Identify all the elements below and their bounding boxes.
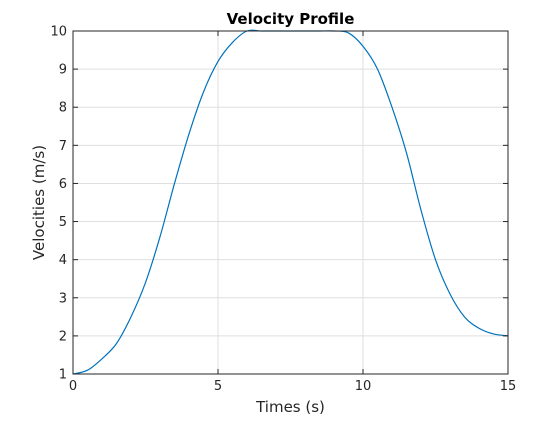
y-tick-label: 7: [59, 139, 67, 154]
y-tick-label: 4: [59, 253, 67, 268]
y-tick-label: 2: [59, 329, 67, 344]
x-axis-label: Times (s): [255, 398, 325, 416]
y-tick-label: 3: [59, 291, 67, 306]
x-tick-label: 0: [69, 379, 77, 394]
x-tick-label: 10: [355, 379, 372, 394]
y-tick-label: 10: [50, 25, 67, 40]
y-tick-label: 8: [59, 101, 67, 116]
y-tick-label: 6: [59, 177, 67, 192]
grid: [72, 30, 509, 375]
series-layer: [72, 29, 509, 375]
chart-title: Velocity Profile: [227, 10, 355, 28]
velocity-series-line: [72, 29, 509, 375]
axes-box: [72, 30, 509, 375]
y-axis-label: Velocities (m/s): [30, 145, 48, 260]
ticks: [72, 30, 509, 375]
x-tick-label: 5: [214, 379, 222, 394]
y-tick-label: 5: [59, 215, 67, 230]
tick-labels: 0 5 10 15 1 2 3 4 5 6 7 8 9 10: [50, 25, 516, 395]
y-tick-label: 1: [59, 368, 67, 383]
x-tick-label: 15: [500, 379, 517, 394]
y-tick-label: 9: [59, 63, 67, 78]
